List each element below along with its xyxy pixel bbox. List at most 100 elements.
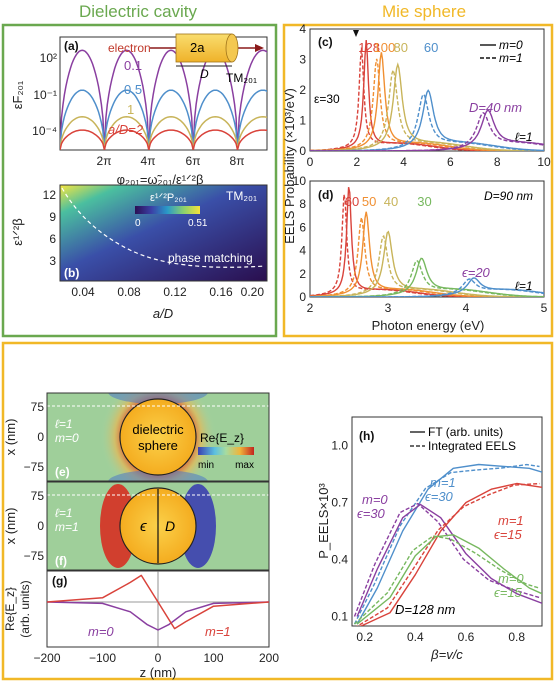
legend-m0: m=0 [499,38,523,52]
panel-h-ytick-3: 0.4 [331,553,348,567]
panel-h-xtick-1: 0.2 [356,630,373,644]
panel-d-xtick-3: 4 [463,301,470,315]
panel-a-series-1 [60,49,267,150]
panel-d-ell: ℓ=1 [515,279,533,293]
panel-g-series-1 [47,601,269,631]
panel-e-min: min [198,460,214,471]
panel-a-xtick-2: 4π [141,154,156,168]
panel-g-ylabel-1: Re{E_z} [3,587,17,631]
panel-h-series-1-solid [356,463,542,625]
panel-c-xtick-1: 0 [307,155,314,169]
panel-a-mode-label: TM₂₀₁ [226,71,257,85]
panel-c-d-label: D=40 nm [469,100,522,115]
d-curves-peak-label-1: 60 [345,194,359,209]
panel-e-ylabel: x (nm) [3,419,18,456]
panel-c-eps: ε=30 [314,92,340,106]
panel-h-ytick-1: 1.0 [331,439,348,453]
panel-b-colorbar [135,206,200,214]
d-curves-series-3-solid [310,230,544,297]
panel-d-ytick-4: 6 [299,220,306,234]
panel-e-m: m=0 [55,431,79,445]
panel-b: (b) TM₂₀₁ ε¹ᐟ²P₂₀₁ 0 0.51 phase matching… [10,184,268,321]
panel-e-ell: ℓ=1 [55,417,73,431]
panel-b-heatmap [59,184,268,282]
phase-matching-label: phase matching [168,251,253,265]
panel-d-ytick-2: 2 [299,267,306,281]
panel-d-eps-label: ϵ=20 [462,265,491,280]
panel-f-eps: ϵ [140,518,147,535]
panel-e-ytick-1: 75 [31,400,45,414]
panel-a-axes [59,36,268,151]
header-mie-sphere: Mie sphere [382,2,466,21]
panel-d-xtick-2: 3 [385,301,392,315]
panel-h-m0-eps30-b: ϵ=30 [357,506,386,521]
panel-h-legend-ft: FT (arb. units) [428,425,503,439]
panel-h-series-1-dashed [353,463,540,625]
panel-g-xtick-3: 0 [155,651,162,665]
panel-f-ytick-2: 0 [37,519,44,533]
d-curves-peak-label-4: 30 [417,194,431,209]
panel-f: ϵ D ℓ=1 m=1 (f) 75 0 −75 x (nm) [3,481,270,571]
panel-b-ytick-4: 3 [49,254,56,268]
panel-d-ytick-3: 4 [299,244,306,258]
panel-g-label: (g) [52,574,67,588]
panel-h-xtick-2: 0.4 [407,630,424,644]
panel-h-xtick-4: 0.8 [508,630,525,644]
d-curves-series-5-dashed [310,278,544,297]
panel-c-xtick-3: 4 [400,155,407,169]
panel-d: (d) D=90 nm ℓ=1 ϵ=20 60 50 40 30 2 3 4 5024681… [282,88,548,333]
panel-b-xtick-3: 0.12 [163,285,187,299]
panel-g-xlabel: z (nm) [140,665,177,680]
cylinder-diameter-label: 2a [190,40,205,55]
panel-c-ytick-3: 2 [299,83,306,97]
c-curves-peak-label-4: 60 [424,40,438,55]
panel-c-xtick-4: 6 [447,155,454,169]
panel-f-frame [46,481,270,571]
panel-e-max: max [235,460,254,471]
panel-b-mode: TM₂₀₁ [226,189,257,203]
panel-e: dielectric sphere ℓ=1 m=0 (e) Re{E_z} mi… [3,392,270,482]
panel-b-ytick-1: 12 [43,188,57,202]
panel-e-frame [46,392,270,482]
panel-h-m0-eps30-a: m=0 [362,492,388,507]
panel-h-m0-eps15-a: m=0 [498,571,524,586]
panel-b-xtick-2: 0.08 [117,285,141,299]
panel-f-ytick-1: 75 [31,489,45,503]
panel-h-series-4-dashed [354,535,540,625]
panel-d-ytick-5: 8 [299,197,306,211]
panel-h-xtick-3: 0.6 [458,630,475,644]
panel-h-ylabel: P_EELS×10³ [316,483,331,559]
panel-h-m0-eps15-b: ϵ=15 [494,585,523,600]
panel-a-xtick-1: 2π [97,154,112,168]
c-curves-peak-label-2: 100 [374,40,396,55]
c-curves-peak-label-1: 128 [358,40,380,55]
d-curves-peak-label-3: 40 [384,194,398,209]
panel-g-xtick-2: −100 [89,651,116,665]
panel-a-ylabel: εF₂₀₁ [10,80,25,109]
panel-c-ell: ℓ=1 [515,130,533,144]
panel-g-m1: m=1 [205,624,231,639]
panel-g-xtick-1: −200 [33,651,60,665]
curve-label-0-1: 0.1 [124,58,142,73]
panel-a: (a) 10² 10⁻¹ 10⁻⁴ εF₂₀₁ 2π 4π 6π 8π φ₂₀₁… [10,33,268,187]
panel-d-ytick-1: 0 [299,290,306,304]
panel-e-label: (e) [55,465,70,479]
panel-f-ylabel: x (nm) [3,508,18,545]
panel-f-ell: ℓ=1 [55,506,73,520]
panel-c-label: (c) [318,35,333,49]
panel-a-ytick-2: 10⁻¹ [33,88,57,102]
panel-c-xtick-2: 2 [353,155,360,169]
panel-h-m1-eps15-a: m=1 [498,513,524,528]
cylinder-length-label: D [200,67,209,81]
curve-label-a-d-2: a/D=2 [108,122,144,137]
panel-g-series-2 [47,574,269,630]
panel-h-ytick-4: 0.1 [331,610,348,624]
panel-g-m0: m=0 [88,624,114,639]
header-dielectric-cavity: Dielectric cavity [79,2,198,21]
panel-h-legend-eels: Integrated EELS [428,439,516,453]
c-curves-series-3-dashed [310,67,544,151]
panel-f-m: m=1 [55,520,79,534]
panel-a-series-2 [60,89,267,150]
panel-h-series-2-solid [356,503,542,617]
